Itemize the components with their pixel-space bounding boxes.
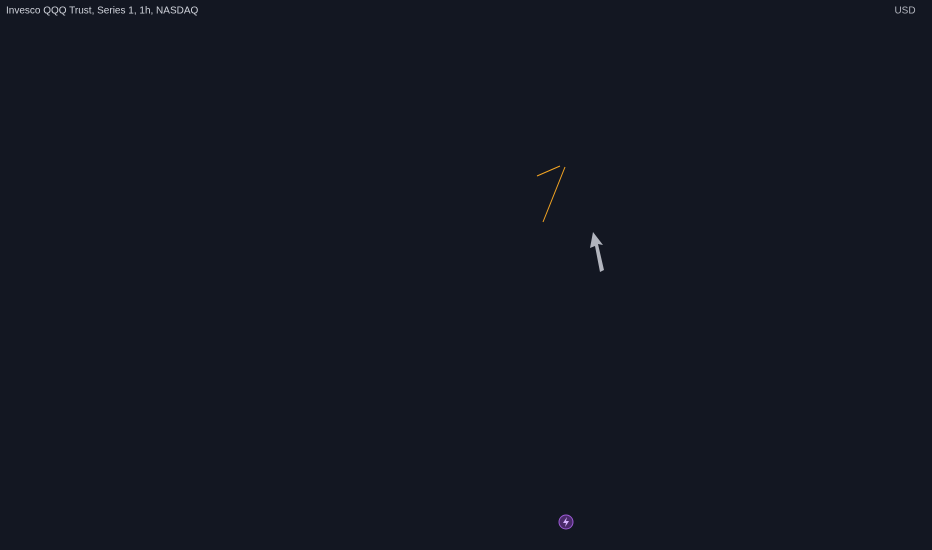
arrow-annotation bbox=[590, 232, 604, 272]
wedge-line bbox=[542, 166, 566, 223]
chart-title: Invesco QQQ Trust, Series 1, 1h, NASDAQ bbox=[6, 6, 199, 17]
wedge-line bbox=[536, 165, 561, 177]
event-icon-glyph bbox=[563, 517, 569, 527]
currency: USD bbox=[894, 6, 915, 17]
